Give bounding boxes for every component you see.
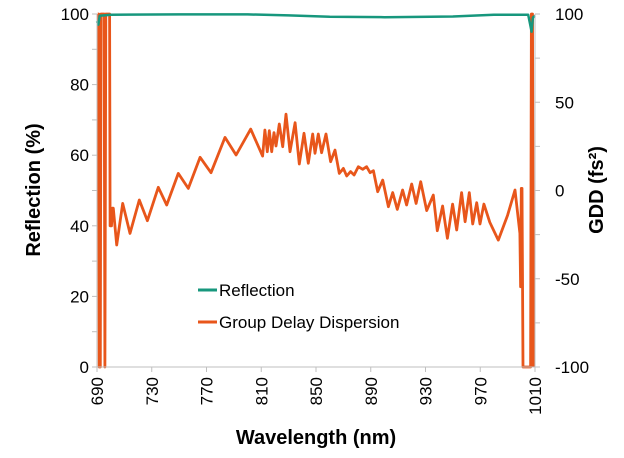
x-tick-label: 970 — [471, 377, 490, 405]
y2-tick-label: -50 — [555, 270, 580, 289]
y-tick-label: 20 — [70, 287, 89, 306]
x-tick-label: 810 — [252, 377, 271, 405]
legend-label-reflection: Reflection — [219, 281, 295, 300]
plot-area — [97, 14, 535, 367]
x-tick-label: 1010 — [526, 377, 545, 415]
x-tick-label: 730 — [143, 377, 162, 405]
legend-label-gdd: Group Delay Dispersion — [219, 313, 399, 332]
y-tick-label: 40 — [70, 217, 89, 236]
x-tick-label: 770 — [198, 377, 217, 405]
y2-tick-label: 100 — [555, 5, 583, 24]
y2-tick-label: 0 — [555, 182, 564, 201]
y2-tick-label: 50 — [555, 93, 574, 112]
x-tick-label: 930 — [417, 377, 436, 405]
y-tick-label: 0 — [80, 358, 89, 377]
y-tick-label: 80 — [70, 76, 89, 95]
legend: Reflection Group Delay Dispersion — [198, 281, 399, 332]
y-axis-label: Reflection (%) — [23, 123, 45, 256]
x-tick-label: 890 — [362, 377, 381, 405]
y-tick-label: 60 — [70, 146, 89, 165]
y-tick-label: 100 — [61, 5, 89, 24]
series-line-reflection — [95, 13, 536, 33]
x-axis-label: Wavelength (nm) — [236, 427, 396, 449]
y2-tick-label: -100 — [555, 358, 589, 377]
series-line-gdd — [97, 12, 535, 369]
x-tick-label: 850 — [307, 377, 326, 405]
x-tick-label: 690 — [88, 377, 107, 405]
y2-axis-label: GDD (fs²) — [586, 146, 608, 234]
